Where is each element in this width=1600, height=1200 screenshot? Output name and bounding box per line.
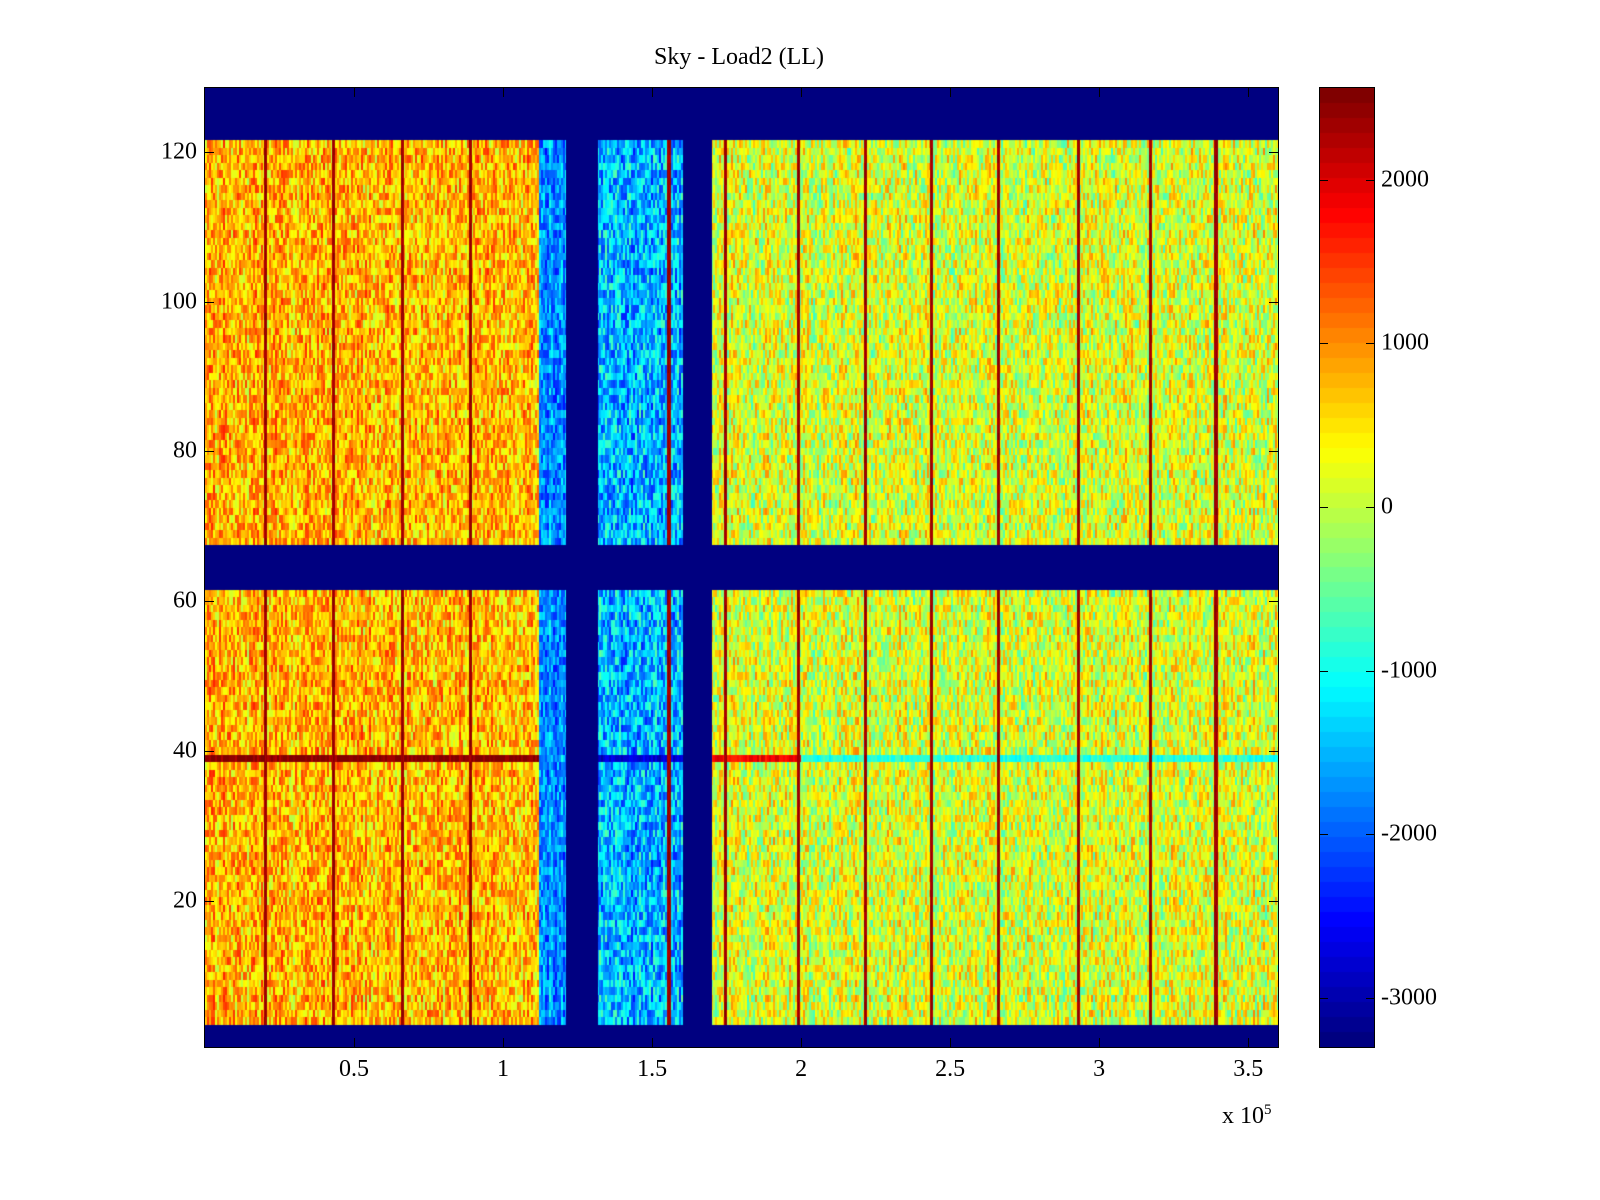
colorbar-tick-mark	[1320, 343, 1328, 345]
x-tick-label: 3.5	[1233, 1056, 1264, 1082]
y-tick-mark	[1269, 900, 1278, 902]
y-tick-label: 100	[161, 288, 197, 315]
colorbar-tick-mark	[1320, 834, 1328, 836]
x-tick-mark	[354, 88, 356, 97]
x-tick-mark	[801, 1038, 803, 1047]
colorbar-tick-label: -3000	[1381, 984, 1437, 1011]
colorbar-tick-label: 0	[1381, 493, 1393, 520]
y-tick-mark	[1269, 151, 1278, 153]
x-tick-mark	[1248, 1038, 1250, 1047]
y-tick-mark	[1269, 451, 1278, 453]
colorbar-tick-mark	[1320, 997, 1328, 999]
colorbar-tick-mark	[1320, 506, 1328, 508]
colorbar-tick-mark	[1320, 179, 1328, 181]
y-tick-label: 20	[173, 887, 197, 914]
y-tick-mark	[205, 751, 214, 753]
x-tick-mark	[503, 1038, 505, 1047]
x-tick-mark	[801, 88, 803, 97]
y-tick-mark	[205, 151, 214, 153]
colorbar-tick-mark	[1366, 343, 1374, 345]
x-tick-label: 2	[795, 1056, 808, 1082]
x-tick-mark	[1099, 88, 1101, 97]
x-tick-label: 0.5	[339, 1056, 370, 1082]
colorbar-tick-mark	[1366, 179, 1374, 181]
y-tick-mark	[205, 900, 214, 902]
colorbar-tick-label: -2000	[1381, 820, 1437, 847]
x-tick-mark	[354, 1038, 356, 1047]
y-tick-label: 40	[173, 737, 197, 764]
colorbar-tick-label: -1000	[1381, 657, 1437, 684]
colorbar-tick-mark	[1366, 506, 1374, 508]
y-tick-label: 80	[173, 437, 197, 464]
plot-area-frame	[204, 87, 1279, 1048]
y-tick-label: 60	[173, 587, 197, 614]
heatmap-image	[205, 88, 1278, 1047]
colorbar-frame	[1319, 87, 1375, 1048]
x-tick-label: 1	[497, 1056, 510, 1082]
colorbar-tick-mark	[1320, 670, 1328, 672]
colorbar-tick-label: 2000	[1381, 166, 1429, 193]
colorbar-tick-mark	[1366, 834, 1374, 836]
y-tick-mark	[205, 451, 214, 453]
x-tick-mark	[950, 88, 952, 97]
colorbar-tick-mark	[1366, 997, 1374, 999]
x-axis-multiplier: x 105	[1222, 1102, 1272, 1129]
x-tick-label: 3	[1093, 1056, 1106, 1082]
x-tick-mark	[1248, 88, 1250, 97]
x-tick-mark	[950, 1038, 952, 1047]
x-tick-mark	[652, 88, 654, 97]
y-tick-mark	[1269, 301, 1278, 303]
colorbar	[1320, 88, 1374, 1047]
colorbar-tick-mark	[1366, 670, 1374, 672]
colorbar-tick-label: 1000	[1381, 329, 1429, 356]
y-tick-mark	[205, 601, 214, 603]
x-tick-mark	[652, 1038, 654, 1047]
x-tick-mark	[1099, 1038, 1101, 1047]
x-tick-mark	[503, 88, 505, 97]
y-tick-mark	[1269, 601, 1278, 603]
x-tick-label: 1.5	[637, 1056, 668, 1082]
y-tick-mark	[205, 301, 214, 303]
x-tick-label: 2.5	[935, 1056, 966, 1082]
y-tick-label: 120	[161, 138, 197, 165]
y-tick-mark	[1269, 751, 1278, 753]
chart-title: Sky - Load2 (LL)	[654, 44, 824, 70]
